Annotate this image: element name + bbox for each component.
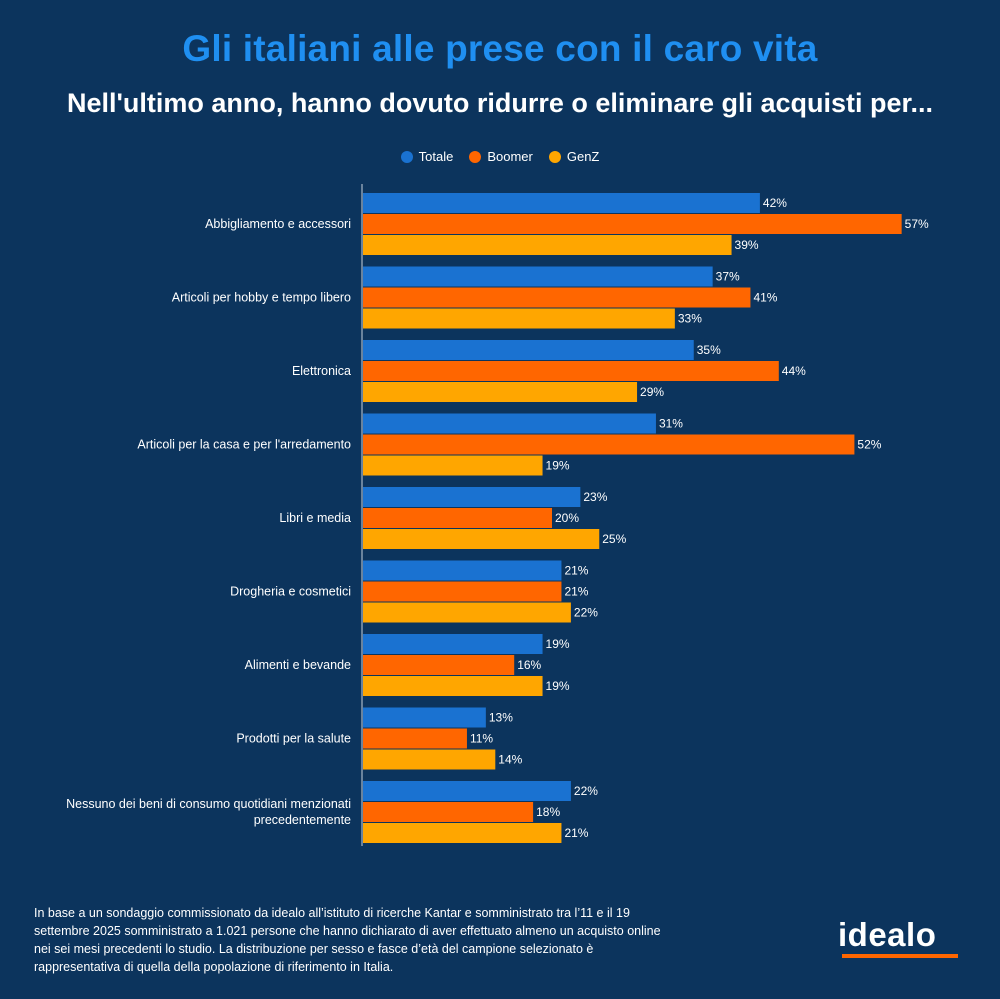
bar-boomer (363, 361, 779, 381)
data-label: 25% (602, 532, 626, 546)
legend-swatch-boomer (469, 150, 482, 163)
data-label: 22% (574, 606, 598, 620)
category-label: Drogheria e cosmetici (230, 585, 351, 599)
data-label: 14% (498, 753, 522, 767)
data-label: 19% (546, 679, 570, 693)
bar-genz (363, 676, 543, 696)
bar-totale (363, 413, 656, 434)
category-label: Alimenti e bevande (245, 658, 351, 672)
data-label: 16% (517, 658, 541, 672)
legend-swatch-totale (400, 150, 413, 163)
data-label: 22% (574, 784, 598, 798)
data-label: 20% (555, 511, 579, 525)
legend-item-boomer: Boomer (469, 149, 533, 164)
data-label: 29% (640, 385, 664, 399)
data-label: 18% (536, 805, 560, 819)
bar-totale (363, 560, 562, 581)
category-label: Abbigliamento e accessori (205, 217, 351, 231)
bar-totale (363, 487, 581, 507)
bar-boomer (363, 581, 562, 602)
bar-boomer (363, 214, 902, 234)
bar-genz (363, 602, 571, 623)
bar-genz (363, 529, 600, 549)
data-label: 52% (857, 438, 881, 452)
bar-genz (363, 308, 675, 329)
category-label: Libri e media (279, 511, 351, 525)
bar-boomer (363, 802, 534, 822)
bar-totale (363, 193, 760, 213)
bar-boomer (363, 655, 515, 675)
chart-subtitle: Nell'ultimo anno, hanno dovuto ridurre o… (66, 88, 934, 118)
bar-boomer (363, 287, 751, 308)
data-label: 35% (697, 343, 721, 357)
data-label: 31% (659, 417, 683, 431)
data-label: 21% (564, 564, 588, 578)
data-label: 57% (905, 217, 929, 231)
legend-label-genz: GenZ (566, 149, 600, 164)
legend-item-totale: Totale (400, 149, 454, 164)
data-label: 11% (470, 732, 493, 746)
idealo-logo: idealo (838, 916, 937, 953)
data-label: 21% (564, 826, 588, 840)
bar-totale (363, 340, 694, 360)
bar-totale (363, 634, 543, 654)
bar-boomer (363, 434, 855, 455)
category-label: Articoli per la casa e per l'arredamento (137, 438, 351, 452)
bar-genz (363, 235, 732, 255)
data-label: 44% (782, 364, 806, 378)
legend-swatch-genz (548, 150, 561, 163)
legend: Totale Boomer GenZ (0, 149, 1000, 164)
data-label: 21% (564, 585, 588, 599)
data-label: 19% (546, 459, 570, 473)
bar-boomer (363, 728, 467, 749)
bar-boomer (363, 508, 552, 528)
footnote: In base a un sondaggio commissionato da … (34, 906, 661, 974)
category-label: Nessuno dei beni di consumo quotidiani m… (66, 797, 351, 827)
data-label: 42% (763, 196, 787, 210)
bar-genz (363, 455, 543, 476)
legend-label-totale: Totale (418, 149, 454, 164)
bar-genz (363, 382, 638, 402)
bar-totale (363, 266, 713, 287)
legend-label-boomer: Boomer (487, 149, 533, 164)
category-label: Prodotti per la salute (236, 732, 351, 746)
bar-totale (363, 781, 571, 801)
category-label: Elettronica (292, 364, 351, 378)
data-label: 37% (716, 270, 740, 284)
data-label: 33% (678, 312, 702, 326)
bar-genz (363, 823, 562, 843)
category-label: Articoli per hobby e tempo libero (172, 291, 351, 305)
data-label: 41% (753, 291, 777, 305)
bar-totale (363, 707, 486, 728)
legend-item-genz: GenZ (548, 149, 600, 164)
logo-underline (842, 954, 958, 958)
data-label: 13% (489, 711, 513, 725)
bar-genz (363, 749, 496, 770)
chart-title: Gli italiani alle prese con il caro vita (182, 28, 818, 69)
data-label: 39% (735, 238, 759, 252)
data-label: 19% (546, 637, 570, 651)
data-label: 23% (583, 490, 607, 504)
